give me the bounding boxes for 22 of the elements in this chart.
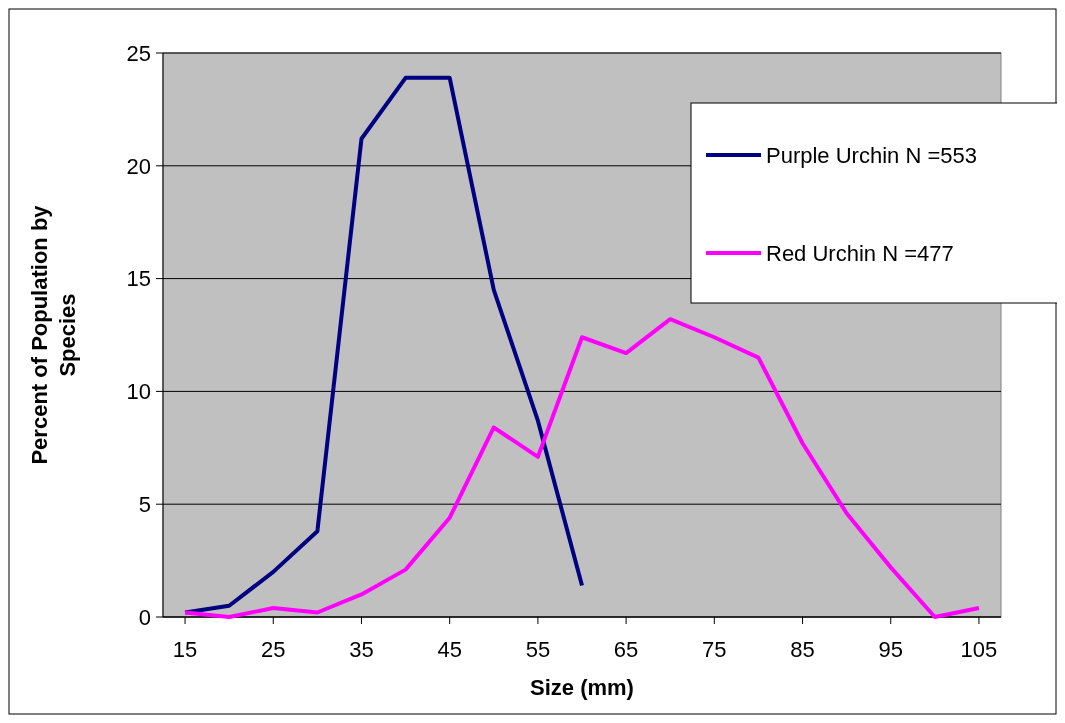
x-tick-label: 55	[525, 637, 551, 662]
x-tick-label: 45	[437, 637, 462, 662]
y-tick-label: 0	[138, 604, 151, 630]
y-tick-label: 10	[126, 379, 151, 405]
y-tick-label: 20	[126, 153, 151, 179]
x-tick-label: 65	[613, 637, 639, 662]
line-series	[183, 317, 981, 619]
line-series	[183, 75, 584, 615]
legend-label: Red Urchin N =477	[766, 240, 954, 266]
x-tick-label: 75	[702, 637, 727, 662]
x-tick-label: 25	[261, 637, 286, 662]
y-tick-label: 25	[126, 40, 151, 66]
x-tick-label: 105	[960, 637, 998, 662]
x-tick-label: 95	[878, 637, 903, 662]
y-axis-title: Percent of Population by Species	[27, 204, 80, 465]
x-tick-label: 85	[790, 637, 815, 662]
legend-label: Purple Urchin N =553	[766, 142, 977, 168]
x-tick-label: 35	[349, 637, 374, 662]
y-tick-label: 5	[138, 491, 151, 517]
x-axis-title: Size (mm)	[530, 675, 634, 700]
x-tick-label: 15	[172, 637, 198, 662]
y-tick-label: 15	[126, 266, 151, 292]
